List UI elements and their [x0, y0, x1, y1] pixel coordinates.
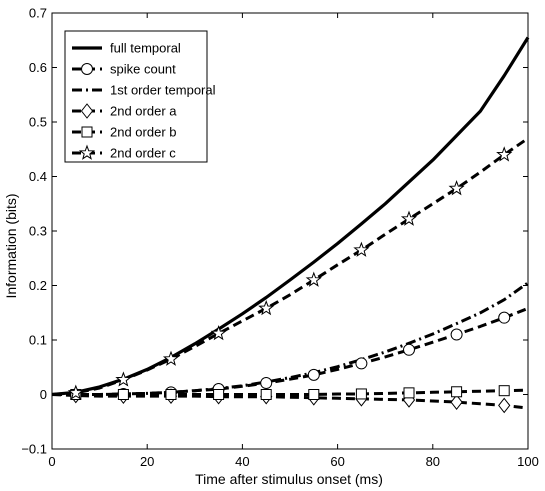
marker-diamond: [498, 397, 511, 414]
marker-circle: [498, 311, 511, 324]
series-line-1st-order-temporal: [52, 281, 529, 396]
marker-star: [210, 325, 227, 341]
marker-circle: [403, 343, 415, 356]
legend-marker-circle: [81, 63, 93, 75]
y-tick-label: 0.1: [29, 333, 47, 348]
y-tick-label: 0.4: [29, 169, 47, 184]
marker-star: [305, 271, 322, 287]
legend-marker-star: [78, 144, 96, 160]
series-markers: [67, 146, 513, 414]
marker-square: [451, 386, 463, 398]
x-tick-label: 80: [426, 454, 440, 469]
marker-square: [117, 389, 129, 400]
marker-square: [213, 389, 225, 400]
series-line-spike-count: [52, 307, 529, 396]
marker-square: [260, 389, 272, 400]
legend-box: [64, 30, 208, 163]
legend-label: spike count: [110, 62, 176, 77]
y-tick-label: −0.1: [21, 442, 47, 457]
marker-star: [67, 384, 84, 400]
x-tick-label: 20: [140, 454, 154, 469]
series-line-2nd-order-a: [51, 393, 529, 410]
marker-circle: [260, 377, 273, 390]
marker-star: [400, 210, 418, 226]
series-line-2nd-order-c: [51, 137, 529, 396]
marker-star: [258, 299, 275, 316]
marker-star: [353, 241, 370, 257]
marker-star: [496, 146, 513, 162]
x-tick-label: 40: [235, 454, 249, 469]
marker-circle: [307, 368, 320, 381]
x-tick-label: 0: [48, 454, 55, 469]
x-tick-label: 100: [517, 454, 539, 469]
y-tick-label: 0: [40, 387, 47, 402]
marker-circle: [450, 328, 463, 341]
marker-circle: [355, 357, 368, 370]
y-axis-ticks: −0.1 0 0.1 0.2 0.3 0.4 0.5 0.6 0.7: [21, 6, 528, 457]
marker-star: [448, 180, 465, 196]
legend-marker-diamond: [80, 103, 94, 119]
x-axis-label: Time after stimulus onset (ms): [195, 471, 383, 487]
y-tick-label: 0.2: [29, 278, 47, 293]
y-axis-label: Information (bits): [3, 193, 19, 298]
legend-label: 2nd order a: [110, 104, 177, 119]
marker-square: [498, 385, 510, 397]
legend-marker-square: [81, 126, 93, 138]
marker-star: [162, 350, 180, 366]
series-lines: [51, 36, 530, 410]
y-tick-label: 0.5: [29, 115, 47, 130]
y-tick-label: 0.7: [29, 6, 47, 21]
marker-diamond: [450, 394, 463, 410]
marker-square: [308, 389, 320, 400]
legend-label: 2nd order b: [110, 125, 177, 140]
legend-label: 2nd order c: [110, 146, 176, 161]
series-line-full-temporal: [51, 36, 530, 397]
x-tick-label: 60: [330, 454, 344, 469]
series-line-2nd-order-b: [52, 388, 529, 396]
legend: full temporal spike count 1st order tempor…: [64, 30, 216, 163]
marker-square: [165, 389, 177, 400]
marker-square: [403, 387, 415, 399]
legend-label: full temporal: [110, 41, 181, 56]
y-tick-label: 0.6: [29, 60, 47, 75]
x-axis-ticks: 0 20 40 60 80 100: [48, 13, 539, 469]
marker-star: [115, 371, 132, 387]
marker-square: [355, 388, 367, 400]
y-tick-label: 0.3: [29, 224, 47, 239]
legend-label: 1st order temporal: [110, 83, 216, 98]
